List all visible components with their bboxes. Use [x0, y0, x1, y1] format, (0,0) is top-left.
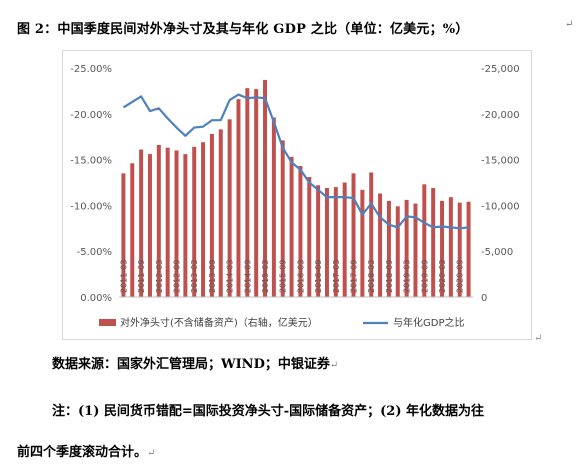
bar-2018-12 — [395, 206, 400, 297]
x-tick-label: 2012-03 — [155, 260, 164, 293]
bar-2016-06 — [307, 177, 312, 297]
x-tick-label: 2017-03 — [332, 260, 341, 293]
x-tick-label: 2011-03 — [119, 260, 128, 293]
bar-2018-06 — [378, 193, 383, 297]
bar-2014-12 — [254, 89, 259, 297]
x-tick-label: 2018-03 — [367, 260, 376, 293]
y-right-tick-label: -20,000 — [481, 110, 520, 121]
y-right-tick-label: -10,000 — [481, 201, 520, 212]
bar-2011-12 — [147, 154, 152, 297]
bar-line-chart: -25.00% -20.00% -15.00% -10.00% -5.00% 0.00% -… — [70, 64, 519, 329]
legend-bar-label: 对外净头寸(不含储备资产)（右轴，亿美元） — [120, 316, 318, 329]
axis-layer: -25.00% -20.00% -15.00% -10.00% -5.00% 0.00% -… — [70, 64, 519, 304]
bar-2017-03 — [333, 187, 338, 297]
bar-2016-03 — [298, 166, 303, 297]
bar-2017-06 — [342, 182, 347, 297]
y-left-tick-label: -5.00% — [77, 247, 112, 258]
bar-2016-09 — [316, 185, 321, 297]
x-tick-label: 2012-09 — [173, 260, 182, 293]
bar-2012-12 — [183, 154, 188, 297]
legend-line-label: 与年化GDP之比 — [393, 316, 464, 329]
line-layer — [122, 93, 469, 230]
bar-2020-03 — [440, 200, 445, 297]
bar-2011-03 — [121, 173, 126, 297]
y-right-tick-label: 0 — [481, 293, 487, 304]
bar-2019-12 — [431, 188, 436, 297]
bars-layer — [121, 79, 471, 298]
y-left-tick-label: -20.00% — [70, 110, 112, 121]
paragraph-mark-icon: ↵ — [147, 448, 156, 459]
x-tick-label: 2015-03 — [261, 260, 270, 293]
bar-2015-06 — [271, 117, 276, 298]
x-tick-label: 2019-09 — [420, 260, 429, 293]
note-line-1-text: 注：(1) 民间货币错配=国际投资净头寸-国际储备资产；(2) 年化数据为往 — [52, 404, 485, 419]
bar-2020-09 — [457, 202, 462, 297]
bar-2014-09 — [245, 88, 250, 298]
bar-2012-09 — [174, 150, 179, 297]
legend-bar-swatch — [99, 319, 116, 326]
bar-2016-12 — [324, 188, 329, 297]
bar-2015-12 — [289, 156, 294, 297]
paragraph-mark-icon: ↵ — [565, 19, 574, 30]
bar-2019-06 — [413, 203, 418, 297]
bar-2018-03 — [369, 172, 374, 297]
bar-2013-03 — [192, 146, 197, 297]
bar-2011-06 — [130, 163, 135, 297]
y-left-tick-label: -10.00% — [70, 201, 112, 212]
figure-title: 图 2：中国季度民间对外净头寸及其与年化 GDP 之比（单位：亿美元；%） ↵ — [17, 18, 573, 37]
x-tick-label: 2016-09 — [314, 260, 323, 293]
y-right-tick-label: -25,000 — [481, 64, 520, 75]
bar-2020-12 — [466, 201, 471, 297]
note-line-2: 前四个季度滚动合计。↵ — [17, 441, 155, 460]
bar-2011-09 — [139, 149, 144, 297]
legend: 对外净头寸(不含储备资产)（右轴，亿美元） 与年化GDP之比 — [99, 316, 464, 329]
bar-2013-06 — [201, 142, 206, 297]
y-left-tick-label: -15.00% — [70, 156, 112, 167]
ratio-line — [122, 93, 469, 230]
bar-2018-09 — [386, 200, 391, 297]
bar-2017-12 — [360, 189, 365, 297]
x-tick-label: 2015-09 — [279, 260, 288, 293]
x-tick-label: 2017-09 — [350, 260, 359, 293]
bar-2019-03 — [404, 199, 409, 297]
chart-frame: -25.00% -20.00% -15.00% -10.00% -5.00% 0.00% -… — [62, 50, 532, 340]
y-left-tick-label: -25.00% — [70, 64, 112, 75]
bar-2012-06 — [165, 147, 170, 297]
bar-2013-12 — [218, 129, 223, 297]
x-tick-label: 2020-03 — [438, 260, 447, 293]
x-tick-label: 2011-09 — [137, 260, 146, 293]
bar-2014-03 — [227, 119, 232, 297]
x-tick-label: 2019-03 — [403, 260, 412, 293]
bar-2013-09 — [209, 133, 214, 297]
bar-2017-09 — [351, 173, 356, 297]
bar-2014-06 — [236, 99, 241, 297]
y-right-tick-label: -5,000 — [481, 247, 513, 258]
y-right-tick-label: -15,000 — [481, 156, 520, 167]
bar-2019-09 — [422, 184, 427, 297]
note-line-2-text: 前四个季度滚动合计。 — [17, 445, 148, 460]
data-source: 数据来源：国家外汇管理局；WIND；中银证券↵ — [52, 353, 338, 372]
x-tick-label: 2018-09 — [385, 260, 394, 293]
x-tick-label: 2014-09 — [243, 260, 252, 293]
y-left-tick-label: 0.00% — [80, 293, 112, 304]
bar-2020-06 — [448, 197, 453, 297]
x-tick-label: 2020-09 — [456, 260, 465, 293]
x-tick-label: 2016-03 — [296, 260, 305, 293]
note-line-1: 注：(1) 民间货币错配=国际投资净头寸-国际储备资产；(2) 年化数据为往 — [52, 400, 484, 419]
x-tick-label: 2014-03 — [226, 260, 235, 293]
bar-2012-03 — [156, 144, 161, 297]
data-source-text: 数据来源：国家外汇管理局；WIND；中银证券 — [52, 357, 330, 372]
bar-2015-03 — [263, 79, 268, 297]
x-tick-label: 2013-09 — [208, 260, 217, 293]
bar-2015-09 — [280, 140, 285, 297]
paragraph-mark-icon: ↵ — [534, 333, 543, 344]
figure-title-text: 图 2：中国季度民间对外净头寸及其与年化 GDP 之比（单位：亿美元；%） — [17, 22, 469, 37]
x-tick-label: 2013-03 — [190, 260, 199, 293]
paragraph-mark-icon: ↵ — [329, 360, 339, 371]
